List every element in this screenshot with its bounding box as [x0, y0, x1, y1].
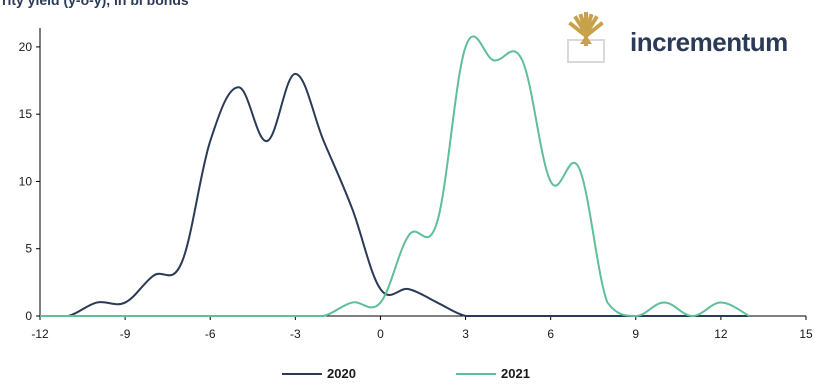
x-tick-label: -3: [290, 327, 301, 341]
y-tick-label: 20: [19, 40, 33, 54]
legend-label-2021: 2021: [501, 366, 530, 381]
y-tick-label: 5: [25, 242, 32, 256]
x-tick-label: -12: [31, 327, 49, 341]
x-tick-label: -9: [120, 327, 131, 341]
legend: 2020 2021: [282, 366, 530, 381]
series-line-2020: [39, 72, 750, 318]
x-tick-label: 9: [632, 327, 639, 341]
y-tick-label: 15: [19, 107, 33, 121]
legend-label-2020: 2020: [327, 366, 356, 381]
y-tick-label: 0: [25, 309, 32, 323]
y-tick-label: 10: [19, 174, 33, 188]
x-tick-label: 3: [462, 327, 469, 341]
x-tick-label: 12: [714, 327, 728, 341]
logo-text: incrementum: [630, 27, 788, 57]
chart-title-fragment: rity yield (y-o-y), in bl bonds: [2, 0, 189, 8]
x-tick-label: 15: [799, 327, 813, 341]
logo: incrementum: [567, 12, 788, 63]
x-ticks: -12 -9 -6 -3 0 3 6 9 12 15: [31, 316, 813, 341]
x-tick-label: 6: [547, 327, 554, 341]
series-lines: [39, 35, 750, 318]
y-ticks: 0 5 10 15 20: [19, 40, 40, 323]
series-line-2021: [39, 35, 750, 318]
tree-icon: [567, 12, 605, 63]
x-tick-label: -6: [205, 327, 216, 341]
x-tick-label: 0: [377, 327, 384, 341]
